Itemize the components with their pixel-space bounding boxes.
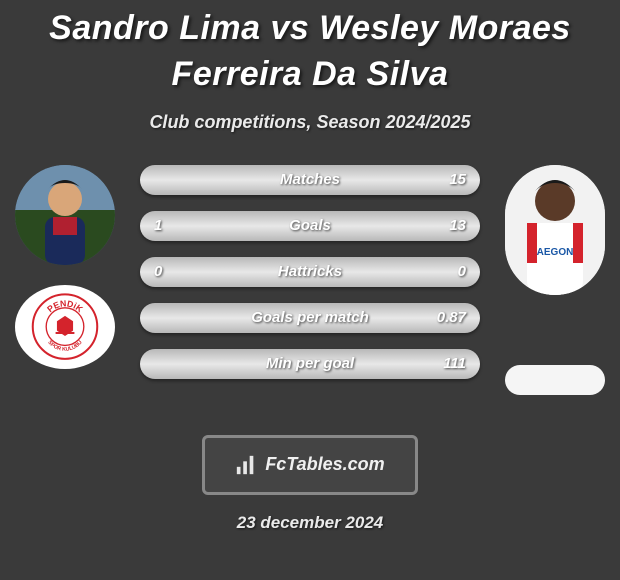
stat-label: Min per goal [140, 355, 480, 372]
player2-avatar: AEGON [505, 165, 605, 295]
subtitle: Club competitions, Season 2024/2025 [0, 112, 620, 133]
stat-row-min-per-goal: Min per goal 111 [140, 349, 480, 379]
stat-label: Goals [140, 217, 480, 234]
page-title: Sandro Lima vs Wesley Moraes Ferreira Da… [0, 0, 620, 98]
stat-row-hattricks: 0 Hattricks 0 [140, 257, 480, 287]
player1-club-badge: PENDiK SPOR KULÜBÜ [15, 285, 115, 369]
stat-label: Matches [140, 171, 480, 188]
stat-row-matches: Matches 15 [140, 165, 480, 195]
stat-row-goals-per-match: Goals per match 0.87 [140, 303, 480, 333]
player2-silhouette-icon: AEGON [505, 165, 605, 295]
svg-text:AEGON: AEGON [537, 247, 574, 258]
brand-text: FcTables.com [265, 454, 384, 475]
player2-club-badge [505, 365, 605, 395]
stat-label: Goals per match [140, 309, 480, 326]
player1-column: PENDiK SPOR KULÜBÜ [10, 165, 120, 369]
stats-list: Matches 15 1 Goals 13 0 Hattricks 0 Goal… [140, 165, 480, 379]
player2-column: AEGON [500, 165, 610, 395]
player1-silhouette-icon [15, 165, 115, 265]
pendik-badge-icon: PENDiK SPOR KULÜBÜ [25, 293, 105, 360]
brand-badge: FcTables.com [202, 435, 418, 495]
player1-avatar [15, 165, 115, 265]
date-text: 23 december 2024 [0, 513, 620, 533]
stat-row-goals: 1 Goals 13 [140, 211, 480, 241]
stat-label: Hattricks [140, 263, 480, 280]
comparison-panel: PENDiK SPOR KULÜBÜ AEGON [0, 165, 620, 405]
bar-chart-icon [235, 454, 257, 476]
